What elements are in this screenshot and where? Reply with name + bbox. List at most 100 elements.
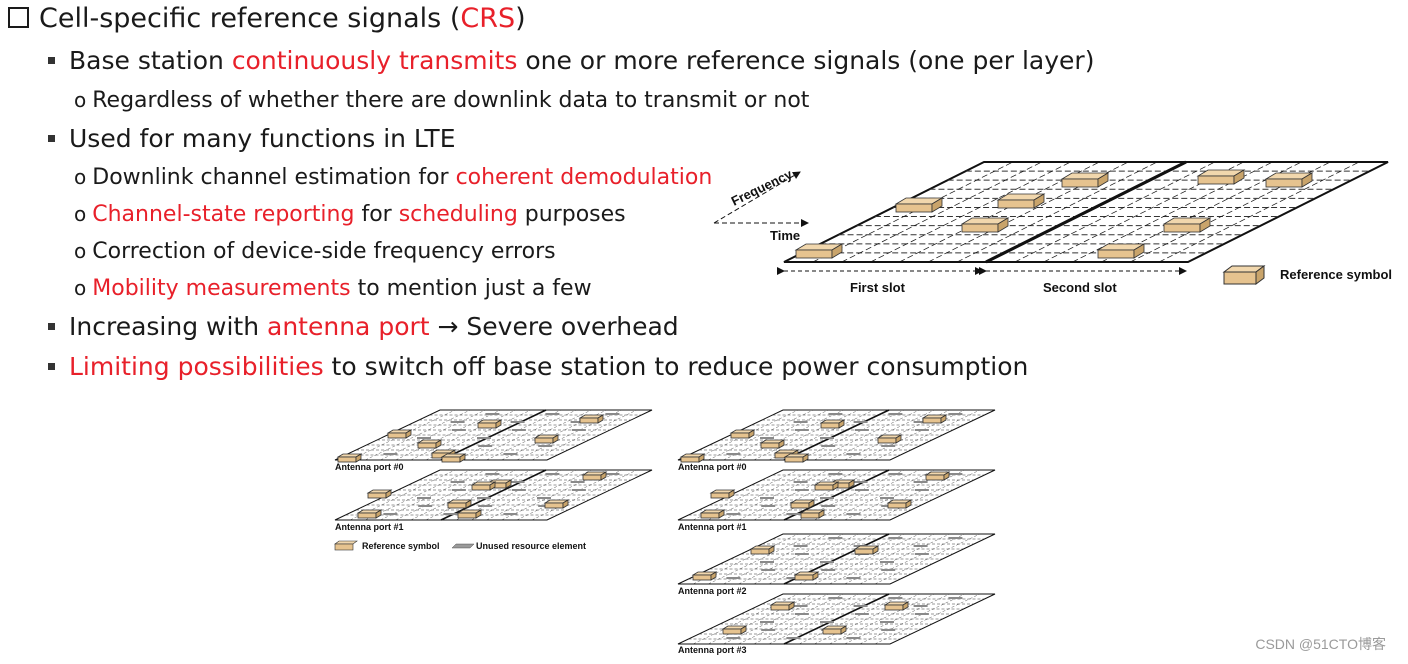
- reference-symbol-side: [465, 499, 472, 509]
- grid-col-line: [738, 593, 844, 645]
- grid-col-line: [456, 469, 562, 521]
- frequency-axis-arrow: [713, 171, 801, 224]
- resource-grid: [783, 160, 1389, 264]
- unused-resource-element: [914, 613, 929, 615]
- sub-bullet-regardless: o Regardless of whether there are downlin…: [74, 88, 810, 113]
- antenna-port-grid: [677, 593, 996, 645]
- slot-boundary-line: [440, 409, 547, 461]
- reference-symbol-face: [887, 502, 907, 509]
- circle-bullet-icon: o: [74, 276, 87, 300]
- unused-resource-element: [888, 537, 903, 539]
- grid-col-line: [456, 409, 562, 461]
- reference-symbol-face: [961, 223, 999, 233]
- unused-resource-element: [418, 505, 433, 507]
- grid-col-line: [708, 533, 814, 585]
- grid-col-line: [425, 409, 531, 461]
- reference-symbol-side: [931, 197, 943, 213]
- unused-resource-element: [854, 489, 869, 491]
- unused-resource-element: [794, 613, 809, 615]
- grid-col-line: [471, 409, 577, 461]
- unused-resource-element: [538, 445, 553, 447]
- reference-symbol-side: [1199, 217, 1211, 233]
- grid-col-line: [753, 593, 859, 645]
- grid-col-line: [350, 469, 456, 521]
- unused-resource-element: [913, 481, 928, 483]
- reference-symbol-side: [740, 625, 747, 635]
- unused-resource-element: [793, 605, 808, 607]
- grid-col-line: [516, 409, 622, 461]
- reference-symbol-face: [820, 422, 840, 429]
- legend-unused-element-icon: [451, 543, 475, 549]
- reference-symbol-side: [385, 489, 392, 499]
- reference-symbol-side: [435, 439, 442, 449]
- left-port1-label: Antenna port #1: [335, 522, 404, 532]
- grid-col-line: [693, 409, 799, 461]
- reference-symbol-side: [355, 453, 362, 463]
- reference-symbol-face: [760, 442, 780, 449]
- unused-resource-element: [880, 497, 894, 499]
- reference-symbol-face: [800, 512, 820, 519]
- grid-col-line: [829, 593, 935, 645]
- grid-col-line: [380, 409, 486, 461]
- reference-symbol-face: [922, 417, 942, 424]
- reference-symbol-face: [1197, 175, 1235, 185]
- checkbox-bullet-icon: [8, 7, 29, 28]
- unused-resource-element: [726, 513, 741, 515]
- unused-resource-element: [503, 453, 518, 455]
- reference-symbol-side: [718, 509, 725, 519]
- unused-resource-element: [793, 421, 808, 423]
- unused-resource-element: [820, 497, 834, 499]
- left-legend-unused-label: Unused resource element: [476, 541, 586, 551]
- grid-col-line: [829, 533, 935, 585]
- circle-bullet-icon: o: [74, 88, 87, 112]
- reference-symbol-side: [562, 499, 569, 509]
- grid-col-line: [410, 469, 516, 521]
- antenna-port-grid: [677, 409, 996, 463]
- unused-resource-element: [760, 621, 774, 623]
- grid-col-line: [365, 469, 471, 521]
- unused-resource-element: [383, 513, 398, 515]
- grid-col-line: [486, 469, 592, 521]
- unused-resource-element: [726, 453, 741, 455]
- grid-col-line: [471, 469, 577, 521]
- reference-symbol-side: [848, 479, 855, 489]
- reference-symbol-face: [582, 474, 602, 481]
- antenna-port-grid: [677, 469, 996, 521]
- grid-col-line: [1158, 161, 1360, 263]
- unused-resource-element: [477, 437, 491, 439]
- unused-resource-element: [828, 413, 843, 415]
- square-bullet-icon: [48, 135, 55, 142]
- reference-symbol-face: [710, 492, 730, 499]
- grid-col-line: [814, 469, 920, 521]
- unused-resource-element: [913, 421, 928, 423]
- second-slot-label: Second slot: [1043, 280, 1117, 295]
- unused-resource-element: [846, 453, 861, 455]
- bullet-functions: Used for many functions in LTE: [48, 124, 456, 153]
- unused-resource-element: [760, 497, 774, 499]
- right-port1-label: Antenna port #1: [678, 522, 747, 532]
- port-grids: [334, 409, 653, 521]
- reference-symbol-face: [441, 456, 461, 463]
- reference-symbol-side: [768, 545, 775, 555]
- reference-symbol-face: [814, 484, 834, 491]
- unused-resource-element: [417, 437, 431, 439]
- unused-resource-element: [726, 637, 741, 639]
- grid-col-line: [753, 409, 859, 461]
- grid-col-line: [365, 409, 471, 461]
- unused-resource-element: [828, 597, 843, 599]
- unused-resource-element: [511, 489, 526, 491]
- reference-symbol-face: [895, 203, 933, 213]
- grid-col-line: [899, 161, 1100, 263]
- antenna-ports-2-diagram: Antenna port #0 Antenna port #1 Referenc…: [334, 409, 653, 551]
- reference-symbol-side: [375, 509, 382, 519]
- unused-resource-element: [786, 513, 801, 515]
- reference-symbol-side: [838, 419, 845, 429]
- unused-resource-element: [537, 497, 551, 499]
- reference-symbol-face: [784, 456, 804, 463]
- unused-resource-element: [820, 561, 834, 563]
- unused-resource-element: [485, 473, 500, 475]
- reference-symbol-face: [367, 492, 387, 499]
- frequency-label: Frequency: [729, 166, 795, 209]
- unused-resource-element: [477, 497, 491, 499]
- unused-resource-element: [510, 421, 525, 423]
